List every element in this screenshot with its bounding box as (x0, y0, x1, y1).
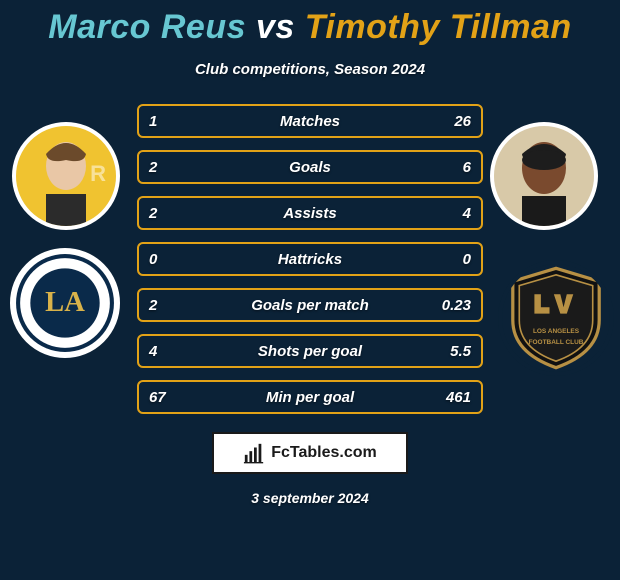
svg-text:FOOTBALL CLUB: FOOTBALL CLUB (529, 339, 584, 346)
club1-badge: LA (10, 248, 120, 358)
stat-label: Goals (139, 159, 481, 176)
stats-list: 1 Matches 26 2 Goals 6 2 Assists 4 0 Hat… (137, 104, 483, 414)
date-text: 3 september 2024 (0, 490, 620, 506)
brand-text: FcTables.com (271, 444, 377, 462)
player2-avatar (490, 122, 598, 230)
stat-label: Matches (139, 113, 481, 130)
stat-left-value: 2 (149, 159, 157, 176)
stat-row: 1 Matches 26 (137, 104, 483, 138)
stat-label: Hattricks (139, 251, 481, 268)
svg-text:LOS ANGELES: LOS ANGELES (533, 328, 580, 335)
stat-left-value: 67 (149, 389, 166, 406)
stat-row: 67 Min per goal 461 (137, 380, 483, 414)
stat-right-value: 0 (463, 251, 471, 268)
la-galaxy-crest-icon: LA (14, 252, 116, 354)
stat-row: 2 Assists 4 (137, 196, 483, 230)
stat-label: Assists (139, 205, 481, 222)
player1-avatar: R (12, 122, 120, 230)
stat-right-value: 461 (446, 389, 471, 406)
club2-badge: LOS ANGELES FOOTBALL CLUB (498, 260, 614, 376)
stat-row: 2 Goals per match 0.23 (137, 288, 483, 322)
signal-bars-icon (243, 442, 265, 464)
player-portrait-icon (494, 126, 594, 226)
subtitle: Club competitions, Season 2024 (0, 61, 620, 78)
comparison-card: Marco Reus vs Timothy Tillman Club compe… (0, 0, 620, 580)
title-player1: Marco Reus (48, 8, 246, 46)
stat-left-value: 1 (149, 113, 157, 130)
stat-left-value: 4 (149, 343, 157, 360)
brand-box: FcTables.com (212, 432, 408, 474)
title-vs: vs (256, 8, 295, 46)
stat-row: 4 Shots per goal 5.5 (137, 334, 483, 368)
stat-right-value: 4 (463, 205, 471, 222)
stat-left-value: 0 (149, 251, 157, 268)
stat-row: 2 Goals 6 (137, 150, 483, 184)
stat-row: 0 Hattricks 0 (137, 242, 483, 276)
svg-text:LA: LA (45, 287, 85, 318)
title-player2: Timothy Tillman (305, 8, 572, 46)
stat-label: Goals per match (139, 297, 481, 314)
stat-right-value: 6 (463, 159, 471, 176)
stat-label: Min per goal (139, 389, 481, 406)
stat-right-value: 0.23 (442, 297, 471, 314)
svg-text:R: R (90, 161, 106, 186)
player-portrait-icon: R (16, 126, 116, 226)
stat-label: Shots per goal (139, 343, 481, 360)
page-title: Marco Reus vs Timothy Tillman (0, 0, 620, 47)
lafc-crest-icon: LOS ANGELES FOOTBALL CLUB (502, 264, 610, 372)
stat-left-value: 2 (149, 297, 157, 314)
stat-right-value: 5.5 (450, 343, 471, 360)
stat-right-value: 26 (454, 113, 471, 130)
stat-left-value: 2 (149, 205, 157, 222)
